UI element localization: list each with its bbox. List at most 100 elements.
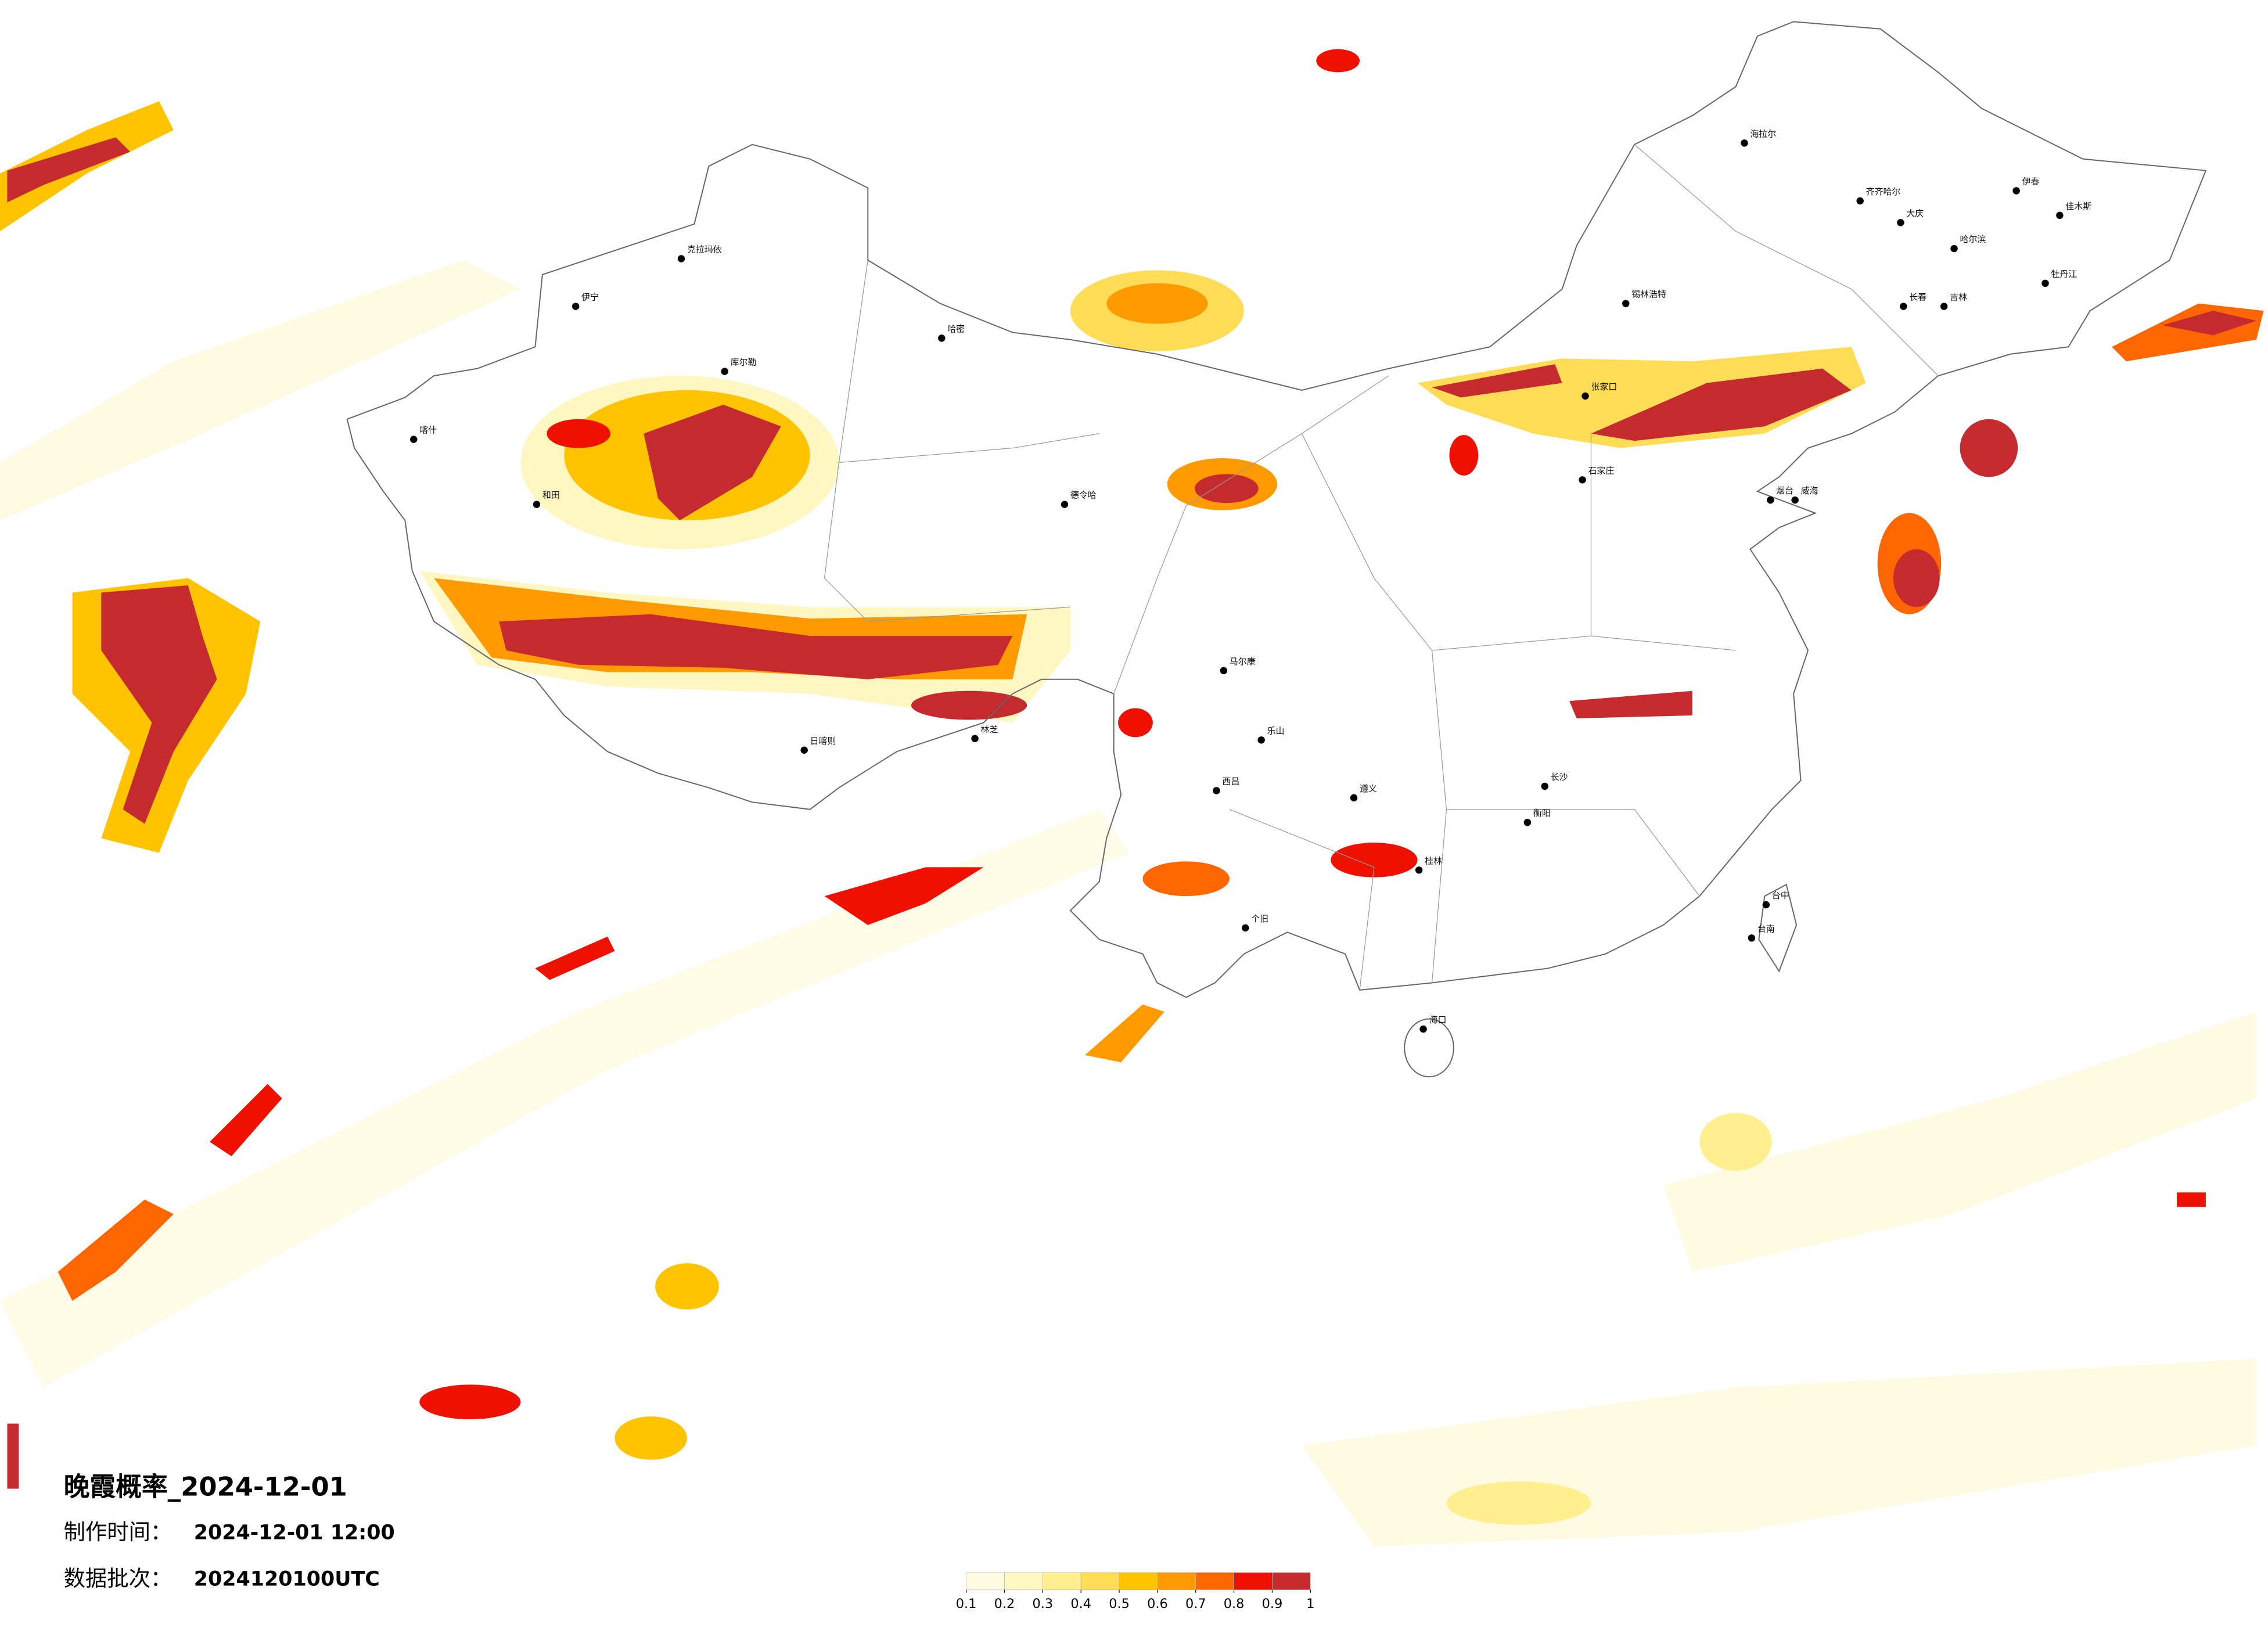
heat-patch xyxy=(824,867,984,925)
colorbar-swatch xyxy=(1195,1572,1234,1591)
city-label: 哈尔滨 xyxy=(1960,234,1986,244)
heat-patch xyxy=(1142,861,1230,897)
heat-patch xyxy=(101,585,217,824)
city-dot xyxy=(1350,794,1358,802)
city-dot xyxy=(1900,303,1907,310)
data-batch-label: 数据批次： xyxy=(64,1566,172,1591)
city-dot xyxy=(2012,187,2020,195)
heat-patch xyxy=(1663,1012,2257,1272)
province-borders xyxy=(824,144,1939,990)
city-dot xyxy=(1419,1025,1427,1033)
city-label: 德令哈 xyxy=(1070,490,1097,501)
colorbar-tick-label: 1 xyxy=(1306,1596,1314,1611)
heat-patch xyxy=(1449,435,1479,476)
city-dot xyxy=(1582,392,1589,400)
heat-patch xyxy=(0,260,521,520)
city-label: 克拉玛依 xyxy=(687,244,722,255)
city-dot xyxy=(1791,496,1799,504)
city-dot xyxy=(572,303,580,310)
colorbar-tick-label: 0.5 xyxy=(1109,1596,1130,1611)
heat-patch xyxy=(547,419,610,448)
city-dot xyxy=(1579,476,1586,484)
city-label: 海口 xyxy=(1429,1015,1447,1025)
city-dot xyxy=(1622,300,1630,307)
colorbar-tick-label: 0.6 xyxy=(1147,1596,1168,1611)
heat-patch xyxy=(1331,843,1418,877)
heat-patch xyxy=(655,1263,719,1310)
hainan-border xyxy=(1404,1018,1454,1078)
colorbar-swatch xyxy=(1080,1572,1120,1591)
city-label: 哈密 xyxy=(947,323,965,334)
country-border xyxy=(346,21,2207,998)
city-dot xyxy=(533,501,541,508)
heat-patch xyxy=(419,1384,521,1420)
colorbar-tick-label: 0.3 xyxy=(1033,1596,1054,1611)
heat-layer xyxy=(0,49,2264,1547)
city-label: 海拉尔 xyxy=(1750,128,1776,139)
city-label: 威海 xyxy=(1801,485,1818,496)
heat-patch xyxy=(57,1199,174,1301)
heat-patch xyxy=(2177,1192,2206,1207)
heat-patch xyxy=(1893,549,1940,607)
city-dot xyxy=(1897,219,1904,226)
colorbar-swatch xyxy=(1042,1572,1081,1591)
city-label: 桂林 xyxy=(1425,855,1442,866)
heat-patch xyxy=(1960,419,2018,477)
city-label: 齐齐哈尔 xyxy=(1866,186,1901,197)
heat-patch xyxy=(1699,1113,1772,1171)
data-batch-value: 2024120100UTC xyxy=(194,1567,380,1591)
city-label: 马尔康 xyxy=(1230,656,1256,667)
city-label: 乐山 xyxy=(1267,725,1285,736)
heat-patch xyxy=(1195,474,1259,503)
heat-patch xyxy=(1118,708,1153,738)
colorbar-swatch xyxy=(1157,1572,1196,1591)
city-dot xyxy=(410,436,418,443)
city-label: 烟台 xyxy=(1776,485,1793,496)
city-label: 伊宁 xyxy=(581,292,599,303)
heat-patch xyxy=(0,809,1128,1388)
city-dot xyxy=(1220,667,1228,675)
heat-patch xyxy=(1432,364,1562,398)
city-label: 吉林 xyxy=(1950,292,1967,303)
colorbar-tick-label: 0.7 xyxy=(1185,1596,1206,1611)
city-dot xyxy=(1061,501,1069,508)
city-dot xyxy=(1856,197,1864,205)
colorbar-tick-label: 0.9 xyxy=(1262,1596,1283,1611)
city-label: 牡丹江 xyxy=(2051,269,2077,279)
map-title: 晚霞概率_2024-12-01 xyxy=(64,1472,347,1502)
colorbar-tick-label: 0.2 xyxy=(994,1596,1015,1611)
colorbar: 0.1 0.2 0.3 0.4 0.5 0.6 0.7 0.8 0.9 1 xyxy=(956,1572,1314,1611)
city-label: 长沙 xyxy=(1551,772,1568,782)
heat-patch xyxy=(1316,49,1360,73)
colorbar-swatch xyxy=(966,1572,1005,1591)
city-label: 库尔勒 xyxy=(731,357,757,368)
city-label: 日喀则 xyxy=(810,736,836,746)
city-dot xyxy=(1523,818,1532,826)
heat-patch xyxy=(2162,311,2257,336)
city-label: 喀什 xyxy=(419,425,437,436)
city-label: 台南 xyxy=(1757,923,1775,934)
heat-patch xyxy=(7,137,131,203)
city-dot xyxy=(1541,782,1549,790)
heat-patch xyxy=(1106,283,1208,324)
city-dot xyxy=(1242,924,1249,932)
heat-patch xyxy=(1446,1481,1591,1525)
city-label: 西昌 xyxy=(1222,776,1239,786)
city-dot xyxy=(2056,211,2064,220)
city-dot xyxy=(677,255,685,262)
heat-patch xyxy=(1084,1004,1164,1063)
city-dot xyxy=(1257,736,1265,744)
heat-patch xyxy=(7,1423,19,1489)
heat-patch xyxy=(1569,690,1692,718)
heat-patch xyxy=(210,1084,282,1157)
colorbar-tick-label: 0.1 xyxy=(956,1596,977,1611)
heat-patch xyxy=(535,936,615,980)
city-dot xyxy=(1748,934,1756,942)
city-label: 长春 xyxy=(1909,292,1926,303)
city-label: 大庆 xyxy=(1906,208,1924,218)
